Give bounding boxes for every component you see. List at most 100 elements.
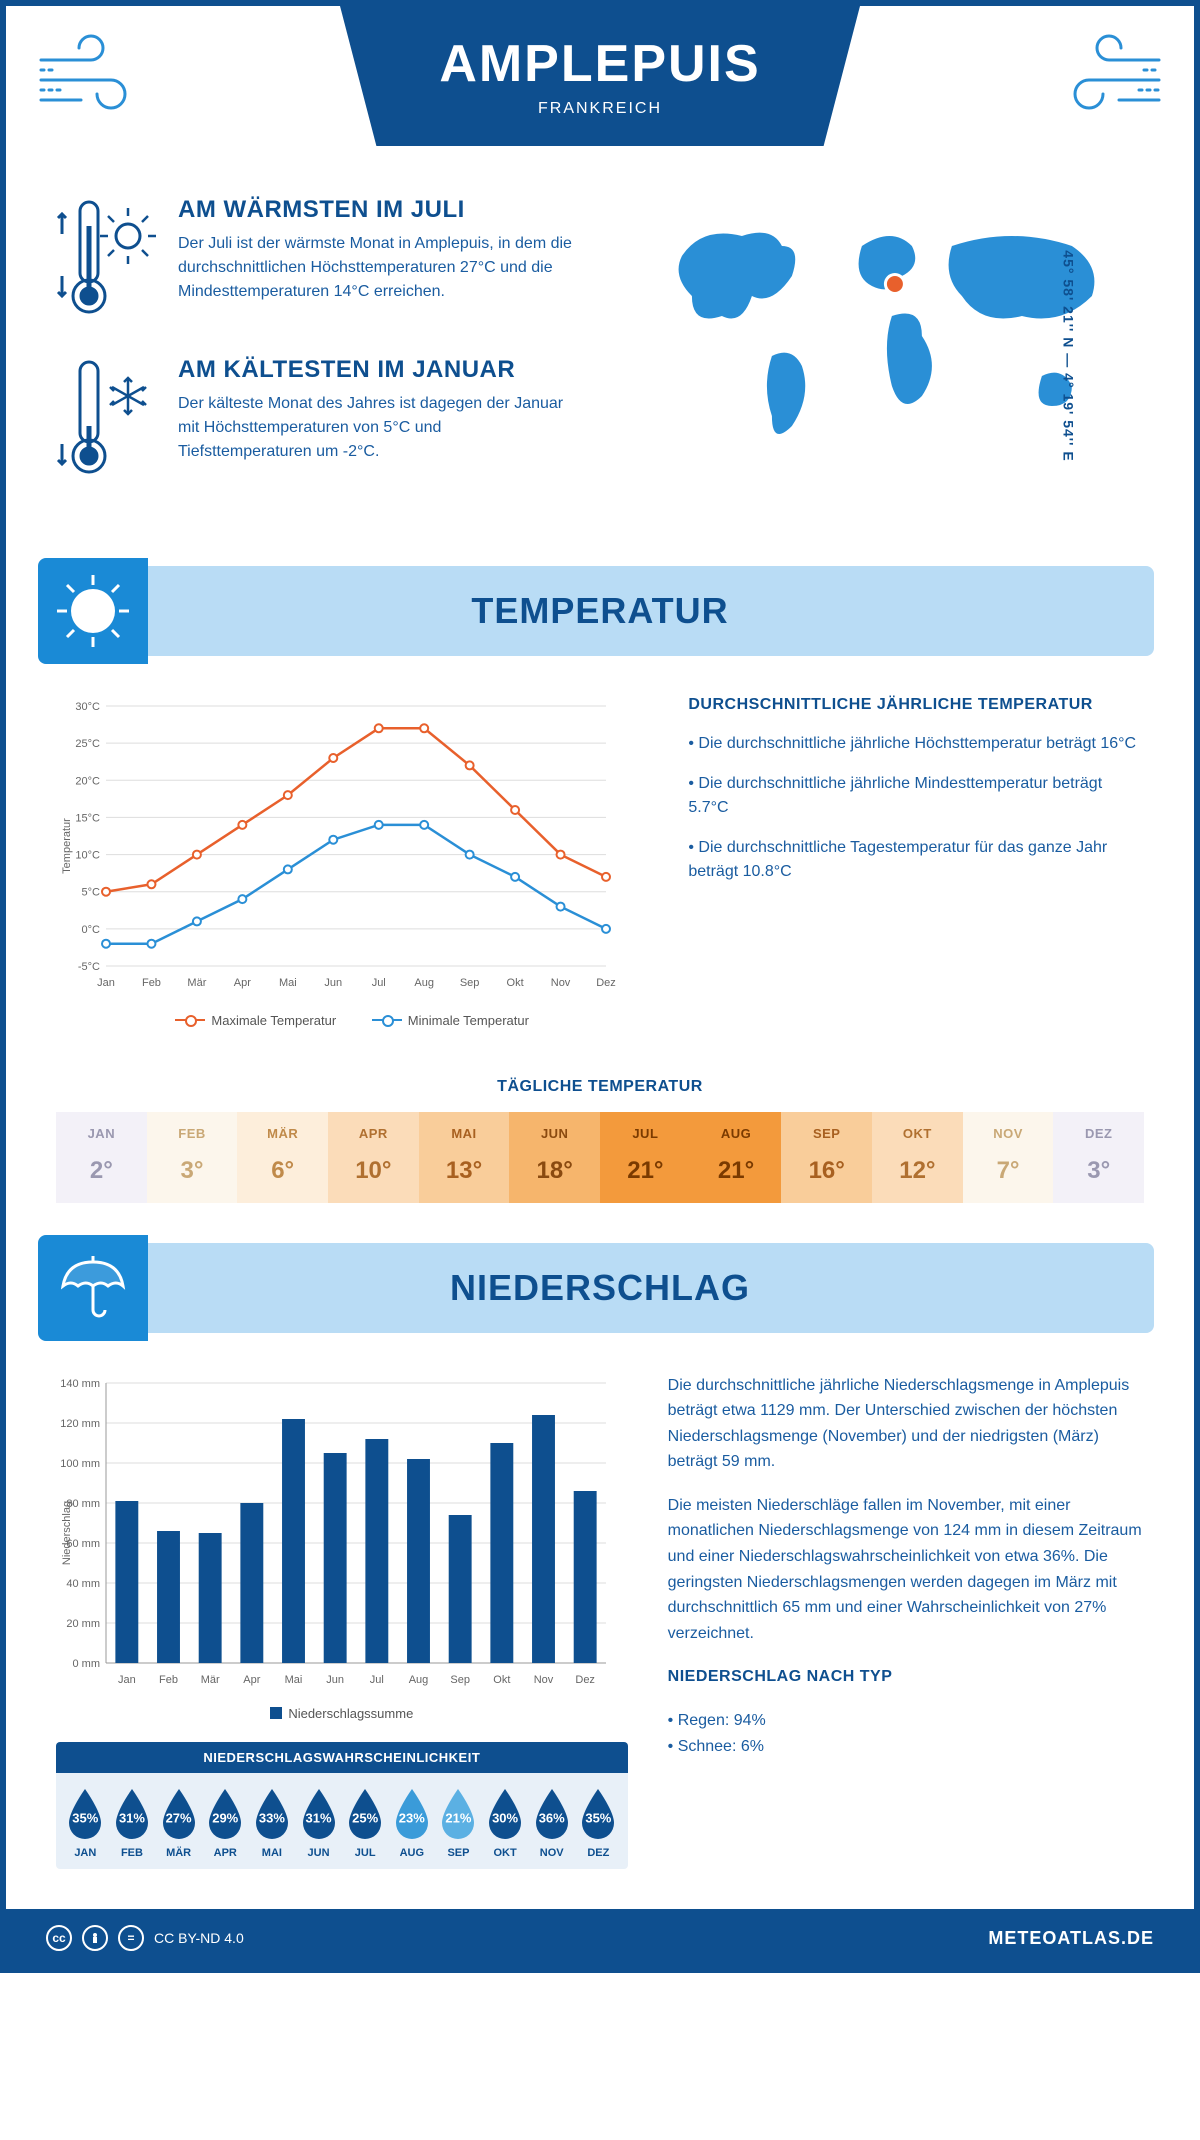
svg-text:Jan: Jan [118,1674,136,1686]
warmest-block: AM WÄRMSTEN IM JULI Der Juli ist der wär… [56,196,610,326]
precip-text: Die durchschnittliche jährliche Niedersc… [668,1373,1144,1870]
temp-cell: DEZ3° [1053,1112,1144,1203]
svg-text:5°C: 5°C [82,887,101,899]
temp-cell: MAI13° [419,1112,510,1203]
page-title: AMPLEPUIS [439,34,760,94]
precip-p1: Die durchschnittliche jährliche Niedersc… [668,1373,1144,1475]
svg-text:Jul: Jul [372,977,386,989]
prob-drop: 35%DEZ [575,1787,622,1859]
coldest-block: AM KÄLTESTEN IM JANUAR Der kälteste Mona… [56,356,610,486]
page-subtitle: FRANKREICH [538,100,662,118]
by-icon [82,1925,108,1951]
svg-text:25°C: 25°C [75,738,100,750]
prob-drops: 35%JAN31%FEB27%MÄR29%APR33%MAI31%JUN25%J… [56,1773,628,1869]
svg-text:40 mm: 40 mm [66,1578,100,1590]
svg-text:Sep: Sep [460,977,480,989]
svg-text:Apr: Apr [234,977,251,989]
wind-icon-left [36,30,166,130]
temp-cell: FEB3° [147,1112,238,1203]
svg-text:Dez: Dez [596,977,616,989]
section-precip-title: NIEDERSCHLAG [46,1267,1154,1309]
temp-cell: AUG21° [691,1112,782,1203]
wind-icon-right [1034,30,1164,130]
svg-text:Nov: Nov [534,1674,554,1686]
temp-facts: DURCHSCHNITTLICHE JÄHRLICHE TEMPERATUR •… [688,696,1144,1028]
svg-text:120 mm: 120 mm [60,1418,100,1430]
brand: METEOATLAS.DE [988,1928,1154,1949]
svg-text:Dez: Dez [575,1674,595,1686]
section-temp: TEMPERATUR [46,566,1154,656]
temp-cell: MÄR6° [237,1112,328,1203]
precip-type1: • Regen: 94% [668,1708,1144,1734]
precip-type2: • Schnee: 6% [668,1734,1144,1760]
svg-text:Mai: Mai [285,1674,303,1686]
facts-title: DURCHSCHNITTLICHE JÄHRLICHE TEMPERATUR [688,696,1144,714]
header: AMPLEPUIS FRANKREICH [6,6,1194,186]
daily-temp-table: JAN2°FEB3°MÄR6°APR10°MAI13°JUN18°JUL21°A… [56,1112,1144,1203]
svg-text:15°C: 15°C [75,812,100,824]
prob-title: NIEDERSCHLAGSWAHRSCHEINLICHKEIT [56,1742,628,1773]
svg-text:0 mm: 0 mm [73,1658,101,1670]
temp-cell: SEP16° [781,1112,872,1203]
section-temp-title: TEMPERATUR [46,590,1154,632]
svg-text:Apr: Apr [243,1674,260,1686]
svg-text:20°C: 20°C [75,775,100,787]
svg-text:Mär: Mär [201,1674,220,1686]
temp-row: -5°C0°C5°C10°C15°C20°C25°C30°CJanFebMärA… [6,686,1194,1048]
prob-drop: 33%MAI [249,1787,296,1859]
svg-text:-5°C: -5°C [78,961,100,973]
temp-cell: JAN2° [56,1112,147,1203]
section-precip: NIEDERSCHLAG [46,1243,1154,1333]
svg-text:140 mm: 140 mm [60,1378,100,1390]
umbrella-icon [38,1235,148,1341]
map-block: 45° 58' 21'' N — 4° 19' 54'' E [640,196,1144,516]
svg-text:Jan: Jan [97,977,115,989]
svg-text:0°C: 0°C [82,924,101,936]
svg-text:Sep: Sep [450,1674,470,1686]
prob-drop: 36%NOV [528,1787,575,1859]
svg-text:Jun: Jun [326,1674,344,1686]
prob-drop: 21%SEP [435,1787,482,1859]
summary-row: AM WÄRMSTEN IM JULI Der Juli ist der wär… [6,186,1194,546]
sun-icon [38,558,148,664]
prob-drop: 31%FEB [109,1787,156,1859]
coldest-title: AM KÄLTESTEN IM JANUAR [178,356,578,384]
temp-cell: NOV7° [963,1112,1054,1203]
svg-text:Okt: Okt [493,1674,510,1686]
svg-text:Jun: Jun [324,977,342,989]
svg-text:Jul: Jul [370,1674,384,1686]
svg-text:Aug: Aug [414,977,434,989]
svg-text:Temperatur: Temperatur [61,818,73,874]
temp-cell: JUN18° [509,1112,600,1203]
svg-text:30°C: 30°C [75,701,100,713]
coordinates: 45° 58' 21'' N — 4° 19' 54'' E [1060,250,1076,461]
prob-drop: 23%AUG [388,1787,435,1859]
coldest-text: Der kälteste Monat des Jahres ist dagege… [178,392,578,464]
license-text: CC BY-ND 4.0 [154,1930,244,1946]
fact-3: • Die durchschnittliche Tagestemperatur … [688,836,1144,884]
temp-cell: JUL21° [600,1112,691,1203]
precip-legend: Niederschlagssumme [56,1706,628,1723]
fact-1: • Die durchschnittliche jährliche Höchst… [688,732,1144,756]
precip-type-title: NIEDERSCHLAG NACH TYP [668,1664,1144,1690]
svg-text:Mai: Mai [279,977,297,989]
page: AMPLEPUIS FRANKREICH [0,0,1200,1973]
legend-max: Maximale Temperatur [211,1013,336,1028]
summary-text: AM WÄRMSTEN IM JULI Der Juli ist der wär… [56,196,610,516]
svg-text:Okt: Okt [507,977,524,989]
license: cc = CC BY-ND 4.0 [46,1925,244,1951]
prob-drop: 29%APR [202,1787,249,1859]
svg-text:20 mm: 20 mm [66,1618,100,1630]
precip-row: 0 mm20 mm40 mm60 mm80 mm100 mm120 mm140 … [6,1363,1194,1890]
precip-left: 0 mm20 mm40 mm60 mm80 mm100 mm120 mm140 … [56,1373,628,1870]
prob-drop: 31%JUN [295,1787,342,1859]
warmest-text: Der Juli ist der wärmste Monat in Amplep… [178,232,578,304]
cc-icon: cc [46,1925,72,1951]
prob-drop: 27%MÄR [155,1787,202,1859]
precip-bar-chart: 0 mm20 mm40 mm60 mm80 mm100 mm120 mm140 … [56,1373,616,1693]
legend-min: Minimale Temperatur [408,1013,529,1028]
prob-drop: 35%JAN [62,1787,109,1859]
legend-precip: Niederschlagssumme [288,1706,413,1721]
svg-text:Nov: Nov [551,977,571,989]
svg-text:Feb: Feb [159,1674,178,1686]
